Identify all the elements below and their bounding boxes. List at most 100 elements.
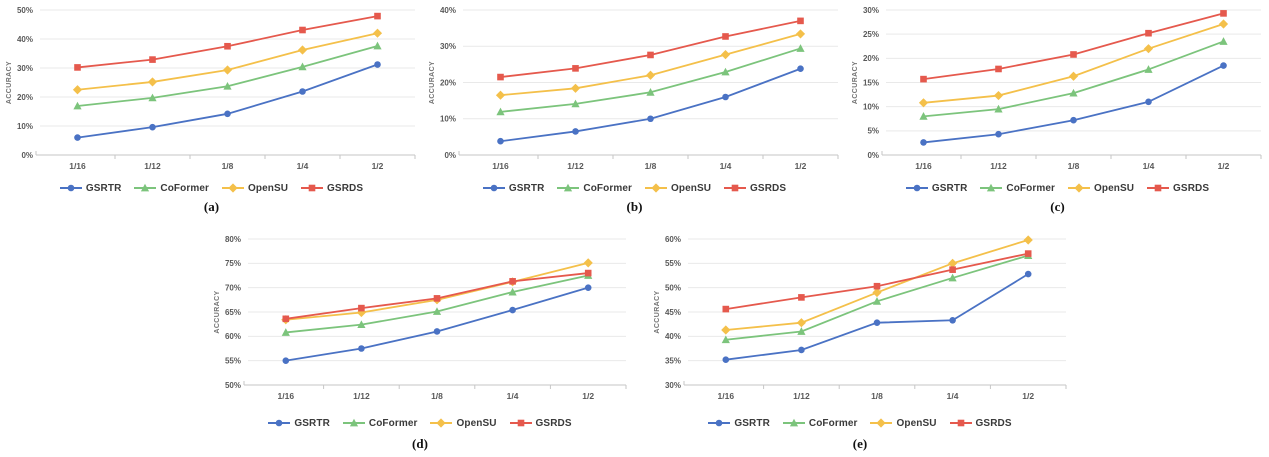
y-axis-label: ACCURACY — [6, 61, 13, 104]
triangle-marker-icon — [342, 418, 365, 427]
square-marker — [149, 56, 156, 63]
chart-d: 50% 55% 60% 65% 70% 75% 80% 1/16 1/12 1/8 1/4 1/2 AC… — [200, 225, 640, 457]
series-opensu — [721, 235, 1033, 335]
svg-text:1/2: 1/2 — [795, 161, 807, 171]
circle-marker — [798, 346, 805, 354]
legend-item-opensu: OpenSU — [430, 418, 496, 429]
triangle-marker — [281, 328, 290, 336]
diamond-marker — [721, 325, 731, 335]
circle-marker — [67, 184, 75, 192]
svg-text:30%: 30% — [17, 64, 33, 73]
legend-label: OpenSU — [247, 182, 289, 194]
diamond-marker — [872, 287, 882, 298]
svg-text:50%: 50% — [17, 6, 33, 15]
triangle-marker — [148, 93, 157, 102]
svg-text:60%: 60% — [665, 235, 681, 244]
diamond-marker — [72, 85, 83, 95]
series-opensu — [72, 28, 383, 95]
diamond-marker — [651, 183, 661, 193]
chart-d-legend: GSRTR CoFormer OpenSU GSRDS — [200, 417, 640, 429]
diamond-marker — [1218, 19, 1229, 29]
svg-text:0%: 0% — [444, 151, 456, 160]
svg-text:45%: 45% — [665, 308, 681, 317]
triangle-marker — [797, 327, 806, 335]
x-axis — [458, 151, 839, 159]
legend-item-gsrtr: GSRTR — [905, 183, 968, 194]
svg-text:20%: 20% — [440, 78, 456, 87]
triangle-marker-icon — [134, 183, 157, 192]
x-tick-labels: 1/16 1/12 1/8 1/4 1/2 — [915, 161, 1229, 171]
triangle-marker — [721, 67, 730, 76]
svg-text:1/8: 1/8 — [871, 391, 883, 401]
diamond-marker — [495, 90, 506, 100]
square-marker — [920, 75, 927, 83]
chart-e-caption: (e) — [852, 436, 868, 451]
chart-a-caption: (a) — [203, 199, 220, 214]
svg-text:55%: 55% — [225, 356, 241, 365]
chart-d-caption: (d) — [412, 436, 428, 451]
triangle-marker — [919, 112, 928, 120]
triangle-marker — [948, 273, 957, 282]
svg-text:35%: 35% — [665, 356, 681, 365]
chart-c-canvas: 0% 5% 10% 15% 20% 25% 30% 1/16 1/12 1/8 1/4 1/2 ACCU… — [852, 6, 1262, 171]
circle-marker — [74, 134, 81, 141]
legend-item-gsrtr: GSRTR — [268, 418, 330, 429]
triangle-marker — [564, 183, 573, 192]
circle-marker — [920, 139, 927, 146]
square-marker-icon — [301, 184, 324, 192]
y-axis-label: ACCURACY — [429, 61, 436, 104]
circle-marker — [913, 184, 921, 192]
legend-item-coformer: CoFormer — [782, 418, 858, 429]
square-marker-icon — [724, 184, 747, 192]
square-marker — [584, 269, 592, 277]
circle-marker-icon — [482, 184, 505, 192]
square-marker — [1070, 51, 1077, 58]
diamond-marker — [1074, 183, 1084, 193]
circle-marker — [149, 123, 156, 131]
y-axis-label: ACCURACY — [852, 61, 859, 104]
triangle-marker — [1069, 88, 1078, 97]
diamond-marker-icon — [221, 183, 244, 193]
circle-marker — [299, 88, 306, 95]
svg-text:1/2: 1/2 — [1022, 391, 1034, 401]
x-tick-labels: 1/16 1/12 1/8 1/4 1/2 — [492, 161, 806, 171]
legend-item-opensu: OpenSU — [1067, 183, 1134, 194]
square-marker — [74, 64, 81, 71]
svg-text:1/16: 1/16 — [278, 391, 295, 401]
x-axis — [243, 381, 627, 389]
svg-text:1/16: 1/16 — [915, 161, 932, 171]
triangle-marker — [223, 81, 232, 90]
square-marker — [299, 26, 306, 34]
svg-text:40%: 40% — [440, 6, 456, 15]
x-axis — [881, 151, 1262, 159]
svg-text:20%: 20% — [17, 93, 33, 102]
series-gsrds-line — [77, 15, 378, 69]
series-coformer — [73, 41, 382, 110]
circle-marker — [358, 345, 365, 352]
gridlines — [248, 238, 626, 362]
svg-text:1/4: 1/4 — [507, 391, 519, 401]
circle-marker — [873, 319, 881, 327]
svg-text:80%: 80% — [225, 235, 241, 244]
triangle-marker — [357, 320, 366, 329]
circle-marker — [1024, 270, 1032, 278]
circle-marker — [584, 284, 592, 291]
circle-marker — [224, 110, 231, 118]
legend-label: OpenSU — [670, 182, 712, 194]
chart-b-canvas: 0% 10% 20% 30% 40% 1/16 1/12 1/8 1/4 1/2 ACCURACY — [429, 6, 839, 171]
diamond-marker — [436, 418, 447, 428]
svg-text:40%: 40% — [17, 35, 33, 44]
triangle-marker — [141, 183, 150, 192]
series-gsrds — [282, 269, 592, 323]
legend-item-gsrtr: GSRTR — [482, 183, 545, 194]
legend-label: GSRDS — [975, 417, 1012, 429]
svg-text:30%: 30% — [863, 6, 879, 15]
svg-text:1/16: 1/16 — [718, 391, 735, 401]
legend-label: OpenSU — [456, 417, 497, 429]
series-gsrds-line — [500, 19, 801, 78]
square-marker — [308, 184, 316, 192]
square-marker — [358, 304, 365, 312]
diamond-marker — [645, 70, 656, 80]
diamond-marker-icon — [870, 418, 893, 428]
legend-label: GSRTR — [85, 182, 122, 194]
